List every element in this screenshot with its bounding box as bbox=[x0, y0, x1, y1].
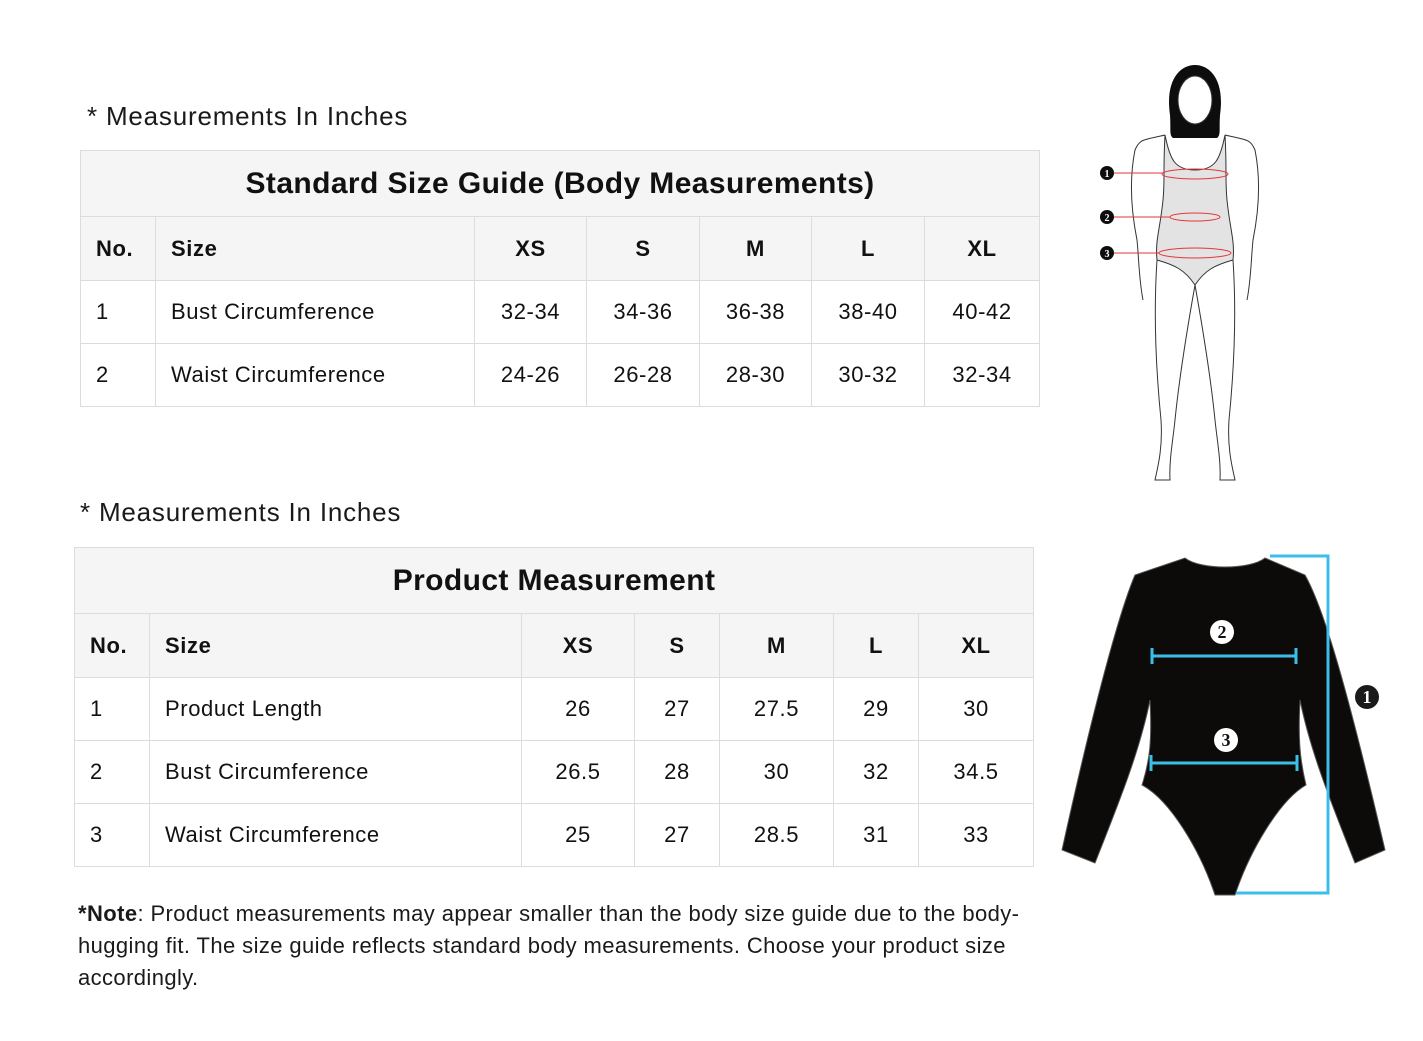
cell-size: Product Length bbox=[149, 677, 522, 741]
cell-value: XL bbox=[923, 216, 1041, 281]
cell-value: XL bbox=[917, 613, 1035, 678]
body-guide-caption: * Measurements In Inches bbox=[87, 101, 409, 131]
cell-value: XS bbox=[521, 613, 635, 678]
cell-value: S bbox=[634, 613, 720, 678]
cell-value: 32 bbox=[833, 740, 919, 804]
cell-value: 30-32 bbox=[811, 343, 925, 407]
cell-value: 34.5 bbox=[917, 740, 1035, 804]
cell-value: 24-26 bbox=[474, 343, 587, 407]
cell-value: 32-34 bbox=[474, 280, 587, 344]
cell-value: 28-30 bbox=[699, 343, 812, 407]
cell-value: 30 bbox=[917, 677, 1035, 741]
cell-value: L bbox=[833, 613, 919, 678]
marker-label: 3 bbox=[1222, 730, 1231, 750]
cell-no: No. bbox=[80, 216, 156, 281]
cell-value: 25 bbox=[521, 803, 635, 867]
cell-value: 30 bbox=[719, 740, 834, 804]
cell-value: 33 bbox=[917, 803, 1035, 867]
header-row: No. Size XS S M L XL bbox=[74, 613, 1035, 678]
measurement-lines bbox=[1149, 554, 1330, 895]
cell-value: 26 bbox=[521, 677, 635, 741]
table-row: 3 Waist Circumference 25 27 28.5 31 33 bbox=[74, 803, 1035, 867]
table-title: Product Measurement bbox=[73, 547, 1035, 614]
body-size-table: Standard Size Guide (Body Measurements) … bbox=[79, 150, 1041, 407]
cell-value: 28 bbox=[634, 740, 720, 804]
cell-size: Waist Circumference bbox=[155, 343, 475, 407]
cell-value: 26.5 bbox=[521, 740, 635, 804]
marker-label: 1 bbox=[1363, 687, 1372, 707]
cell-size: Bust Circumference bbox=[149, 740, 522, 804]
marker-label: 2 bbox=[1218, 622, 1227, 642]
cell-value: 32-34 bbox=[923, 343, 1041, 407]
marker-label: 2 bbox=[1105, 213, 1110, 224]
bodysuit-measurement-figure: 1 2 3 bbox=[1061, 554, 1386, 896]
table-row: 1 Product Length 26 27 27.5 29 30 bbox=[74, 677, 1035, 741]
cell-value: 27.5 bbox=[719, 677, 834, 741]
cell-value: 36-38 bbox=[699, 280, 812, 344]
cell-size: Size bbox=[149, 613, 522, 678]
cell-size: Waist Circumference bbox=[149, 803, 522, 867]
note-text: : Product measurements may appear smalle… bbox=[78, 901, 1020, 990]
cell-size: Bust Circumference bbox=[155, 280, 475, 344]
header-row: No. Size XS S M L XL bbox=[80, 216, 1041, 281]
cell-value: 26-28 bbox=[586, 343, 700, 407]
cell-value: 34-36 bbox=[586, 280, 700, 344]
cell-value: 27 bbox=[634, 677, 720, 741]
cell-value: 27 bbox=[634, 803, 720, 867]
table-row: 2 Waist Circumference 24-26 26-28 28-30 30-32… bbox=[80, 343, 1041, 407]
cell-size: Size bbox=[155, 216, 475, 281]
cell-no: 2 bbox=[80, 343, 156, 407]
table-title: Standard Size Guide (Body Measurements) bbox=[79, 150, 1041, 217]
cell-no: 1 bbox=[80, 280, 156, 344]
cell-no: No. bbox=[74, 613, 150, 678]
cell-value: S bbox=[586, 216, 700, 281]
marker-2 bbox=[1210, 620, 1234, 644]
marker-label: 3 bbox=[1105, 249, 1110, 260]
note-label: *Note bbox=[78, 901, 138, 926]
marker-label: 1 bbox=[1105, 169, 1110, 180]
cell-value: M bbox=[699, 216, 812, 281]
cell-value: L bbox=[811, 216, 925, 281]
marker-1 bbox=[1355, 685, 1379, 709]
cell-value: 38-40 bbox=[811, 280, 925, 344]
cell-no: 3 bbox=[74, 803, 150, 867]
product-measurement-table: Product Measurement No. Size XS S M L XL 1 Produ… bbox=[73, 547, 1035, 867]
marker-2 bbox=[1100, 210, 1114, 224]
table-row: 2 Bust Circumference 26.5 28 30 32 34.5 bbox=[74, 740, 1035, 804]
marker-1 bbox=[1100, 166, 1114, 180]
cell-value: XS bbox=[474, 216, 587, 281]
cell-value: 29 bbox=[833, 677, 919, 741]
product-guide-caption: * Measurements In Inches bbox=[80, 497, 402, 527]
marker-3 bbox=[1214, 728, 1238, 752]
marker-3 bbox=[1100, 246, 1114, 260]
cell-value: 28.5 bbox=[719, 803, 834, 867]
measurement-lines bbox=[1113, 168, 1232, 259]
note: *Note: Product measurements may appear s… bbox=[78, 898, 1048, 994]
body-measurement-figure: 1 2 3 bbox=[1100, 65, 1260, 481]
cell-value: M bbox=[719, 613, 834, 678]
cell-no: 1 bbox=[74, 677, 150, 741]
cell-no: 2 bbox=[74, 740, 150, 804]
cell-value: 40-42 bbox=[923, 280, 1041, 344]
cell-value: 31 bbox=[833, 803, 919, 867]
table-row: 1 Bust Circumference 32-34 34-36 36-38 38-40 4… bbox=[80, 280, 1041, 344]
